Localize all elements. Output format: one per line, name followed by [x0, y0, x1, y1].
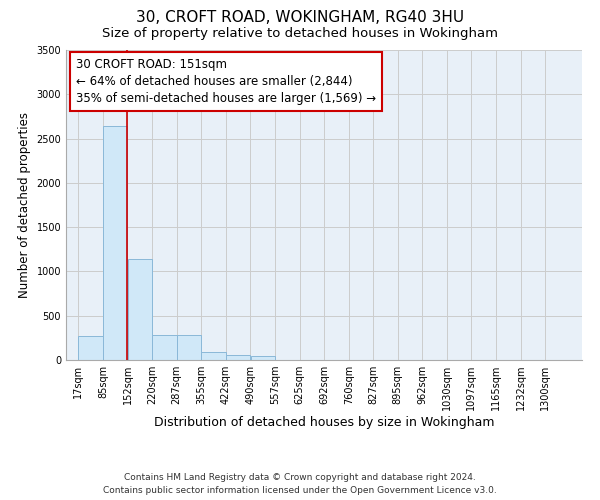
- Text: Size of property relative to detached houses in Wokingham: Size of property relative to detached ho…: [102, 28, 498, 40]
- Bar: [177, 335, 201, 360]
- Text: 30 CROFT ROAD: 151sqm
← 64% of detached houses are smaller (2,844)
35% of semi-d: 30 CROFT ROAD: 151sqm ← 64% of detached …: [76, 58, 376, 105]
- Text: Contains HM Land Registry data © Crown copyright and database right 2024.
Contai: Contains HM Land Registry data © Crown c…: [103, 474, 497, 495]
- Text: 30, CROFT ROAD, WOKINGHAM, RG40 3HU: 30, CROFT ROAD, WOKINGHAM, RG40 3HU: [136, 10, 464, 25]
- Y-axis label: Number of detached properties: Number of detached properties: [18, 112, 31, 298]
- Bar: [79, 336, 103, 360]
- X-axis label: Distribution of detached houses by size in Wokingham: Distribution of detached houses by size …: [154, 416, 494, 429]
- Bar: [128, 259, 152, 360]
- Bar: [152, 335, 176, 360]
- Bar: [103, 126, 127, 360]
- Bar: [226, 355, 250, 360]
- Bar: [251, 356, 275, 360]
- Bar: [202, 352, 226, 360]
